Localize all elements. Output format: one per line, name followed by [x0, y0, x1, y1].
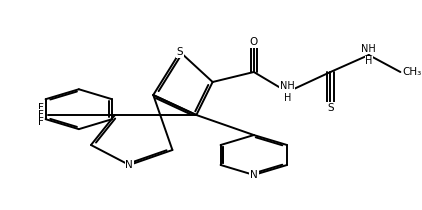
Text: F: F — [38, 117, 44, 127]
Text: N: N — [250, 170, 258, 180]
Text: H: H — [284, 93, 291, 103]
Text: S: S — [327, 103, 334, 113]
Text: F: F — [38, 103, 44, 113]
Text: NH: NH — [361, 44, 376, 54]
Text: H: H — [365, 56, 373, 66]
Text: CH₃: CH₃ — [403, 67, 422, 77]
Text: S: S — [177, 47, 184, 57]
Text: O: O — [250, 37, 258, 47]
Text: NH: NH — [280, 81, 295, 91]
Text: F: F — [38, 110, 44, 120]
Text: NH
H: NH H — [281, 82, 294, 102]
Text: N: N — [125, 160, 133, 170]
